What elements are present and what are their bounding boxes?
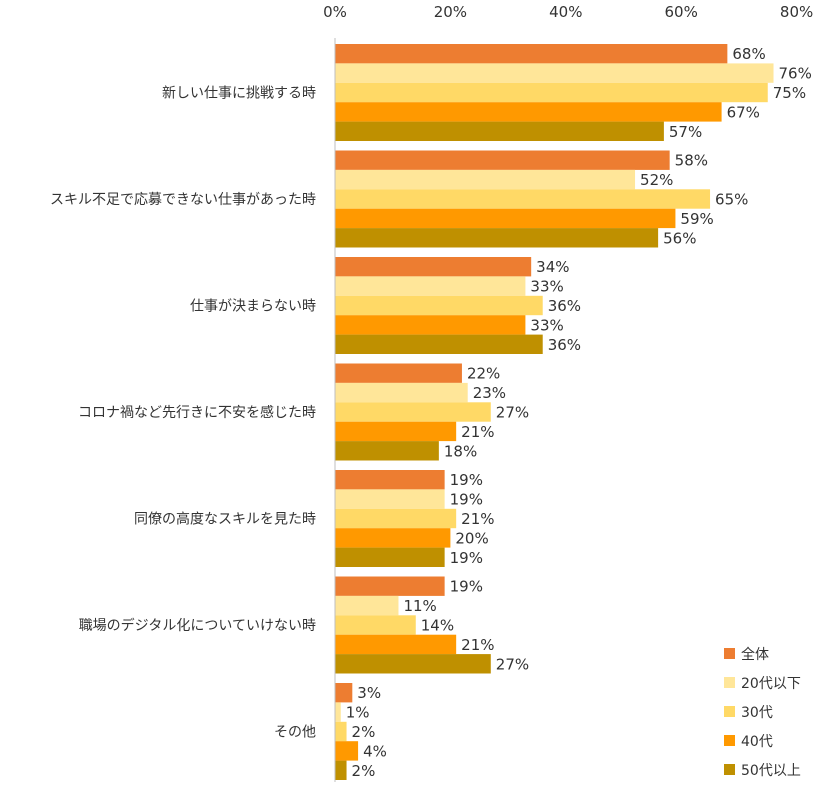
data-label: 34% <box>536 258 569 276</box>
data-label: 33% <box>530 316 563 334</box>
data-label: 19% <box>450 578 483 596</box>
bar <box>335 334 543 354</box>
category-label: 同僚の高度なスキルを見た時 <box>134 511 316 528</box>
bar <box>335 102 722 122</box>
legend-label: 50代以上 <box>741 763 801 779</box>
bar <box>335 228 659 248</box>
legend-label: 全体 <box>741 646 769 663</box>
data-label: 19% <box>450 491 483 509</box>
data-label: 19% <box>450 471 483 489</box>
data-label: 21% <box>461 510 494 528</box>
bar <box>335 44 728 64</box>
bar <box>335 150 670 170</box>
x-tick-label: 0% <box>323 3 347 21</box>
legend-swatch <box>724 706 735 717</box>
legend-swatch <box>724 764 735 775</box>
bar <box>335 63 774 83</box>
bar <box>335 295 543 316</box>
data-label: 14% <box>421 617 454 635</box>
x-axis-ticks: 0% 20% 40% 60% 80% <box>323 3 813 21</box>
bar <box>335 421 457 442</box>
bar <box>335 683 353 703</box>
data-label: 2% <box>352 723 376 741</box>
category-label: 仕事が決まらない時 <box>190 299 316 315</box>
data-label: 4% <box>363 742 387 760</box>
data-label: 67% <box>727 103 760 121</box>
bar <box>335 528 451 548</box>
x-tick-label: 20% <box>434 3 467 21</box>
category-labels: 新しい仕事に挑戦する時スキル不足で応募できない仕事があった時仕事が決まらない時コ… <box>50 86 316 741</box>
data-label: 59% <box>680 210 713 228</box>
bar <box>335 315 526 335</box>
legend-swatch <box>724 677 735 688</box>
bar <box>335 257 532 277</box>
data-label: 23% <box>473 384 506 402</box>
category-label: 新しい仕事に挑戦する時 <box>162 86 316 102</box>
bar <box>335 208 676 229</box>
bar <box>335 595 399 616</box>
bar <box>335 508 457 529</box>
legend-label: 20代以下 <box>741 676 801 692</box>
bar <box>335 189 711 209</box>
bar <box>335 121 664 141</box>
x-tick-label: 40% <box>549 3 582 21</box>
bar <box>335 276 526 296</box>
data-label: 65% <box>715 191 748 209</box>
data-label: 21% <box>461 423 494 441</box>
bar <box>335 363 462 383</box>
data-label: 52% <box>640 171 673 189</box>
data-label: 20% <box>455 529 488 547</box>
bar <box>335 634 457 655</box>
bar <box>335 760 347 780</box>
data-label: 27% <box>496 404 529 422</box>
bar <box>335 547 445 567</box>
data-label: 33% <box>530 278 563 296</box>
x-tick-label: 80% <box>780 3 813 21</box>
category-label: スキル不足で応募できない仕事があった時 <box>50 192 316 208</box>
category-label: 職場のデジタル化についていけない時 <box>79 617 316 634</box>
legend-label: 40代 <box>741 734 773 750</box>
bar <box>335 470 445 490</box>
data-label: 11% <box>403 597 436 615</box>
category-label: コロナ禍など先行きに不安を感じた時 <box>78 404 316 421</box>
data-label: 21% <box>461 636 494 654</box>
bar <box>335 615 416 635</box>
bar <box>335 702 341 722</box>
data-label: 58% <box>675 152 708 170</box>
data-label: 75% <box>773 84 806 102</box>
legend-label: 30代 <box>741 705 773 721</box>
data-label: 56% <box>663 229 696 247</box>
data-label: 2% <box>352 762 376 780</box>
bar <box>335 721 347 742</box>
bar <box>335 654 491 674</box>
bar <box>335 402 491 422</box>
bar <box>335 382 468 403</box>
data-label: 22% <box>467 365 500 383</box>
bar <box>335 169 636 190</box>
data-label: 18% <box>444 442 477 460</box>
bars: 68%76%75%67%57%58%52%65%59%56%34%33%36%3… <box>335 44 812 780</box>
data-label: 1% <box>346 704 370 722</box>
data-label: 3% <box>357 684 381 702</box>
data-label: 19% <box>450 549 483 567</box>
legend-swatch <box>724 648 735 659</box>
data-label: 36% <box>548 336 581 354</box>
bar <box>335 576 445 596</box>
category-label: その他 <box>274 725 316 741</box>
data-label: 76% <box>779 65 812 83</box>
x-tick-label: 60% <box>665 3 698 21</box>
bar <box>335 741 359 761</box>
bar <box>335 82 768 103</box>
bar <box>335 441 439 461</box>
data-label: 68% <box>732 45 765 63</box>
data-label: 57% <box>669 123 702 141</box>
data-label: 36% <box>548 297 581 315</box>
bar <box>335 489 445 509</box>
legend: 全体 20代以下 30代 40代 50代以上 <box>724 646 801 779</box>
data-label: 27% <box>496 655 529 673</box>
legend-swatch <box>724 735 735 746</box>
